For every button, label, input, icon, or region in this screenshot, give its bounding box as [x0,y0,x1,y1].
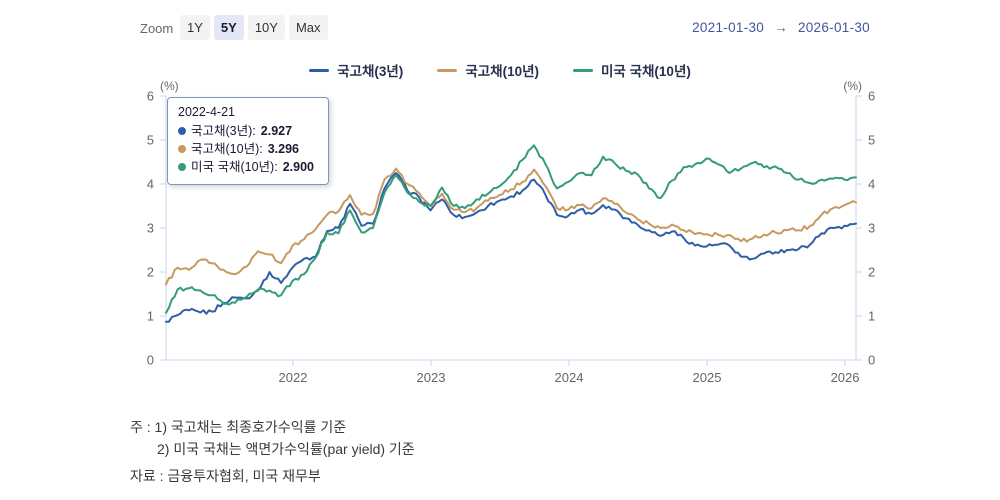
tooltip-series-label: 국고채(3년): [191,124,256,138]
range-to-date[interactable]: 2026-01-30 [797,20,870,35]
x-axis-label: 2025 [693,370,722,385]
legend-swatch-icon [573,68,593,72]
chart-tooltip: 2022-4-21 국고채(3년): 2.927 국고채(10년): 3.296 미… [167,97,329,186]
y-axis-label-right: 0 [868,353,875,368]
source-note: 자료 : 금융투자협회, 미국 재무부 [130,467,321,484]
y-axis-label-left: 2 [147,265,154,280]
series-line-1[interactable] [165,167,857,286]
zoom-button-10y[interactable]: 10Y [247,15,285,40]
legend-swatch-icon [309,68,330,72]
y-axis-label-right: 2 [868,265,875,280]
tooltip-row-1: 국고채(10년): 3.296 [178,140,318,158]
y-axis-label-left: 6 [147,89,154,104]
y-axis-label-right: 5 [868,133,875,148]
footnotes: 주 : 1) 국고채는 최종호가수익률 기준 2) 미국 국채는 액면가수익률(… [130,416,415,487]
legend-label: 국고채(3년) [337,64,404,79]
legend-item-0[interactable]: 국고채(3년) [309,60,403,80]
date-range-display: 2021-01-30 → 2026-01-30 [692,20,870,35]
tooltip-row-2: 미국 국채(10년): 2.900 [178,158,318,176]
y-axis-label-right: 3 [868,221,875,236]
range-arrow-icon: → [774,20,788,35]
series-line-2[interactable] [165,144,857,314]
zoom-button-max[interactable]: Max [288,15,328,40]
tooltip-date: 2022-4-21 [178,105,235,119]
x-axis-label: 2023 [417,370,446,385]
y-axis-label-right: 4 [868,177,875,192]
footnote-1: 주 : 1) 국고채는 최종호가수익률 기준 [130,419,347,435]
y-axis-label-right: 6 [868,89,875,104]
y-axis-label-left: 3 [147,221,154,236]
zoom-button-5y[interactable]: 5Y [213,15,244,40]
zoom-button-1y[interactable]: 1Y [180,15,210,40]
y-axis-label-left: 1 [147,309,154,324]
y-axis-label-left: 4 [147,177,154,192]
series-dot-icon [178,127,186,136]
zoom-label: Zoom [140,21,174,36]
range-from-date[interactable]: 2021-01-30 [692,20,765,35]
legend-item-1[interactable]: 국고채(10년) [437,60,539,80]
series-line-0[interactable] [165,172,857,323]
series-dot-icon [178,163,186,172]
x-axis-label: 2022 [279,370,308,385]
tooltip-row-0: 국고채(3년): 2.927 [178,122,318,140]
tooltip-series-value: 3.296 [267,142,299,157]
tooltip-series-label: 미국 국채(10년): [191,160,278,175]
legend-item-2[interactable]: 미국 국채(10년) [573,60,691,80]
chart-legend: 국고채(3년) 국고채(10년) 미국 국채(10년) [0,60,1000,80]
tooltip-series-value: 2.927 [260,124,293,138]
y-axis-label-right: 1 [868,309,875,324]
zoom-button-group: 1Y 5Y 10Y Max [180,15,328,40]
legend-label: 국고채(10년) [465,64,539,79]
footnote-2: 2) 미국 국채는 액면가수익률(par yield) 기준 [157,441,415,458]
x-axis-label: 2026 [831,370,860,385]
y-axis-unit-right: (%) [843,79,862,93]
y-axis-unit-left: (%) [160,79,179,93]
series-dot-icon [178,145,186,154]
y-axis-label-left: 5 [147,133,154,148]
legend-label: 미국 국채(10년) [601,64,691,79]
x-axis-label: 2024 [555,370,584,385]
tooltip-series-value: 2.900 [282,160,314,175]
tooltip-series-label: 국고채(10년): [191,142,263,157]
y-axis-label-left: 0 [147,353,154,368]
tooltip-rows: 국고채(3년): 2.927 국고채(10년): 3.296 미국 국채(10년):… [178,122,318,176]
legend-swatch-icon [437,68,458,72]
